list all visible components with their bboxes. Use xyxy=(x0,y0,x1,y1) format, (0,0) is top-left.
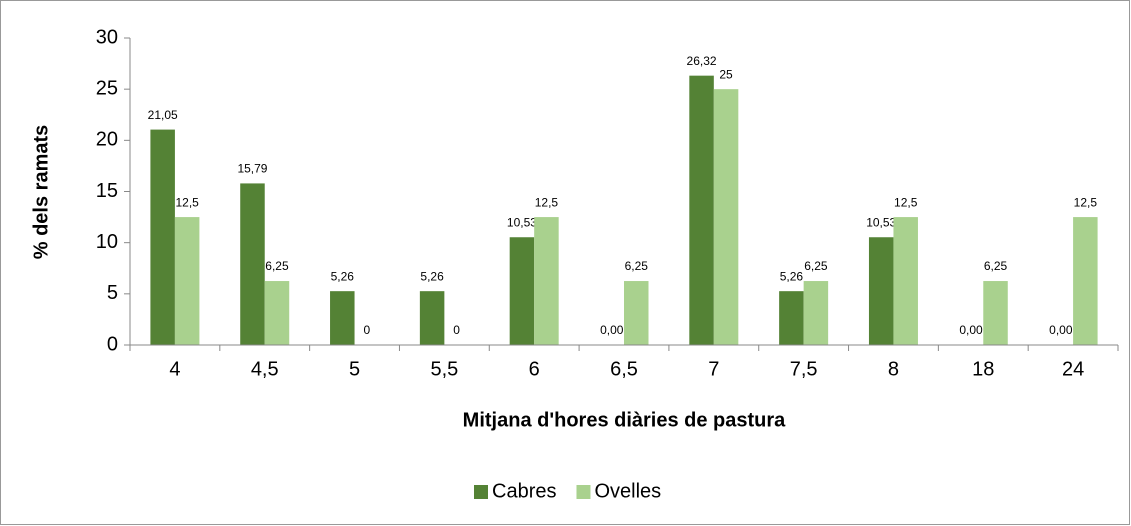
bar xyxy=(240,183,265,345)
x-tick-label: 6,5 xyxy=(610,358,638,380)
value-label: 6,25 xyxy=(804,259,828,273)
y-tick-label: 30 xyxy=(96,26,118,48)
bar xyxy=(419,291,445,345)
bar xyxy=(264,281,290,345)
value-label: 5,26 xyxy=(780,269,804,283)
value-label: 15,79 xyxy=(237,162,267,176)
value-label: 0,00 xyxy=(1049,323,1073,337)
legend-swatch xyxy=(576,485,591,499)
value-label: 12,5 xyxy=(894,195,918,209)
value-label: 5,26 xyxy=(420,269,444,283)
value-label: 5,26 xyxy=(331,269,355,283)
value-label: 12,5 xyxy=(175,195,199,209)
value-label: 10,53 xyxy=(866,215,896,229)
bar xyxy=(534,217,559,345)
y-axis-label: % dels ramats xyxy=(30,125,52,260)
x-tick-label: 18 xyxy=(972,358,994,380)
y-tick-label: 15 xyxy=(96,180,118,202)
value-label: 6,25 xyxy=(625,259,649,273)
bar xyxy=(689,75,714,346)
value-label: 26,32 xyxy=(687,54,717,68)
value-label: 12,5 xyxy=(1074,195,1098,209)
value-label: 0,00 xyxy=(600,323,624,337)
value-label: 0 xyxy=(363,323,370,337)
bar xyxy=(893,217,918,345)
bar xyxy=(150,129,175,345)
x-tick-label: 4,5 xyxy=(251,358,279,380)
bar xyxy=(803,281,829,345)
y-tick-label: 20 xyxy=(96,129,118,151)
legend-swatch xyxy=(474,485,488,499)
x-tick-label: 7,5 xyxy=(790,358,818,380)
x-axis-label: Mitjana d'hores diàries de pastura xyxy=(463,409,787,431)
y-tick-label: 25 xyxy=(96,77,118,99)
y-tick-label: 5 xyxy=(107,282,118,304)
bar xyxy=(509,237,535,345)
x-tick-label: 5,5 xyxy=(430,358,458,380)
x-tick-label: 4 xyxy=(169,358,180,380)
y-tick-label: 10 xyxy=(96,231,118,253)
value-label: 0 xyxy=(453,323,460,337)
bar xyxy=(983,281,1008,345)
x-tick-label: 6 xyxy=(529,358,540,380)
value-label: 10,53 xyxy=(507,215,537,229)
bar xyxy=(174,217,200,345)
value-label: 25 xyxy=(719,67,733,81)
legend-label: Ovelles xyxy=(594,480,661,502)
value-label: 12,5 xyxy=(535,195,559,209)
x-tick-label: 5 xyxy=(349,358,360,380)
bar xyxy=(330,291,355,345)
bar xyxy=(868,237,894,345)
x-tick-label: 8 xyxy=(888,358,899,380)
x-tick-label: 24 xyxy=(1062,358,1084,380)
legend-label: Cabres xyxy=(492,480,556,502)
x-tick-label: 7 xyxy=(708,358,719,380)
bar xyxy=(1073,217,1098,345)
value-label: 6,25 xyxy=(984,259,1008,273)
value-label: 6,25 xyxy=(265,259,289,273)
value-label: 0,00 xyxy=(959,323,983,337)
y-tick-label: 0 xyxy=(107,333,118,355)
bar xyxy=(624,281,649,345)
bar xyxy=(779,291,804,345)
bar xyxy=(713,89,739,346)
value-label: 21,05 xyxy=(148,108,178,122)
